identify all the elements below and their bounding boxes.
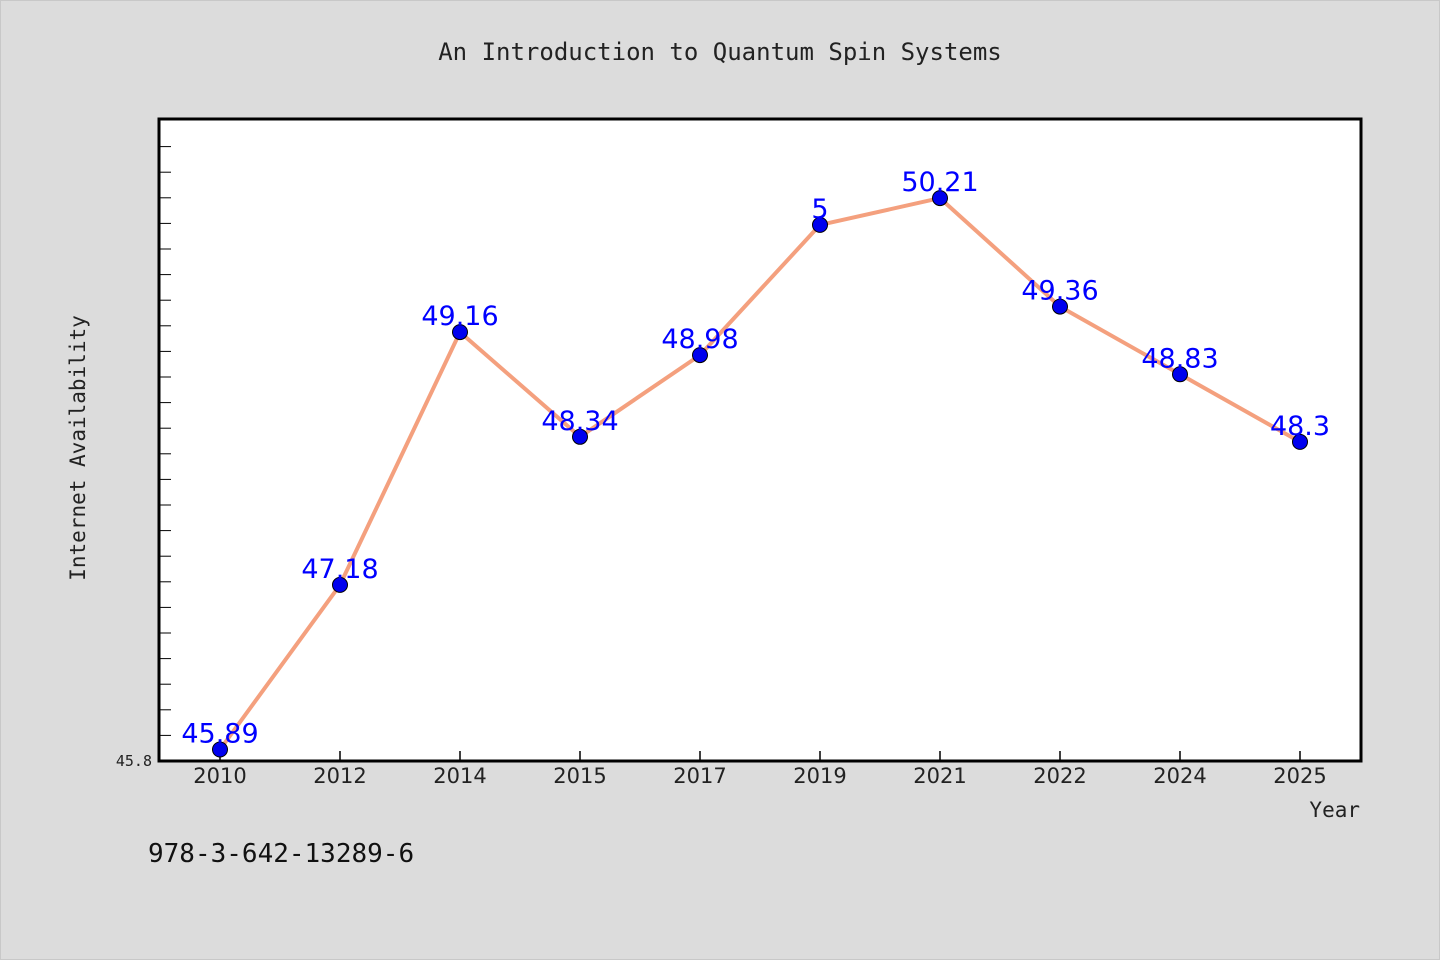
x-tick-label: 2012 xyxy=(313,764,366,788)
chart-title: An Introduction to Quantum Spin Systems xyxy=(438,38,1002,66)
x-axis-label: Year xyxy=(1309,798,1360,822)
y-axis-ticks xyxy=(159,146,171,762)
data-point xyxy=(332,576,348,593)
x-tick-label: 2024 xyxy=(1153,764,1206,788)
x-tick-label: 2015 xyxy=(553,764,606,788)
y-tick-label: 45.8 xyxy=(116,752,152,770)
data-label: 50.21 xyxy=(901,167,978,198)
data-point xyxy=(1052,298,1068,315)
x-tick-label: 2019 xyxy=(793,764,846,788)
data-label: 48.98 xyxy=(661,324,738,355)
data-point xyxy=(812,216,828,233)
plot-area xyxy=(157,117,1363,763)
data-labels: 45.89 47.18 49.16 48.34 48.98 5 50.21 49.36 48.8… xyxy=(181,167,1330,749)
series-markers xyxy=(212,190,1308,758)
x-tick-labels: 2010 2012 2014 2015 2017 2019 2021 2022 2024 2025 xyxy=(193,764,1326,788)
data-label: 48.34 xyxy=(541,406,618,437)
data-point xyxy=(692,347,708,364)
data-point xyxy=(212,741,228,758)
data-label: 45.89 xyxy=(181,719,258,750)
x-axis-ticks xyxy=(219,751,1301,761)
data-label: 48.3 xyxy=(1270,411,1330,442)
data-label: 49.16 xyxy=(421,301,498,332)
y-axis-label: Internet Availability xyxy=(66,315,90,581)
x-tick-label: 2010 xyxy=(193,764,246,788)
data-point xyxy=(1292,433,1308,450)
x-tick-label: 2014 xyxy=(433,764,486,788)
series-line xyxy=(218,196,1302,752)
data-label: 47.18 xyxy=(301,554,378,585)
data-point xyxy=(1172,366,1188,383)
x-tick-label: 2017 xyxy=(673,764,726,788)
data-point xyxy=(572,428,588,445)
data-label: 48.83 xyxy=(1141,343,1218,374)
x-tick-label: 2025 xyxy=(1273,764,1326,788)
data-point xyxy=(452,324,468,341)
x-tick-label: 2022 xyxy=(1033,764,1086,788)
data-label: 5 xyxy=(811,194,828,225)
data-label: 49.36 xyxy=(1021,276,1098,307)
x-tick-label: 2021 xyxy=(913,764,966,788)
data-point xyxy=(932,190,948,207)
isbn-text: 978-3-642-13289-6 xyxy=(148,839,414,869)
